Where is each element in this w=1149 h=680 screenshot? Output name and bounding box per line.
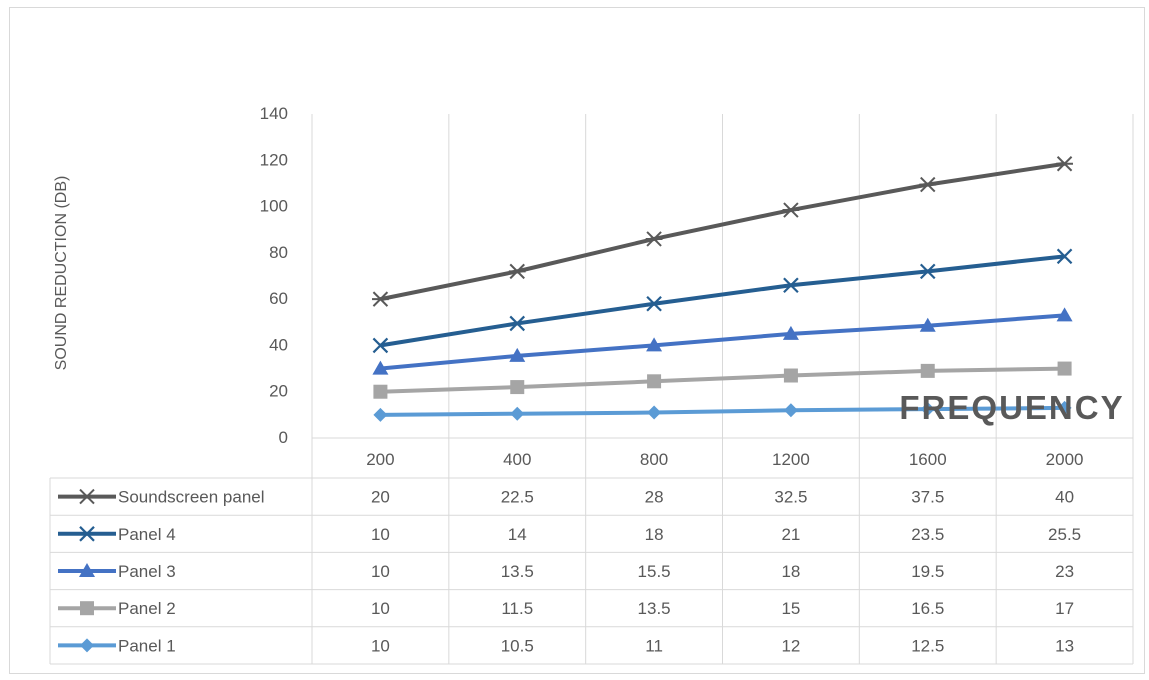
table-cell-value: 18 (645, 525, 664, 544)
data-point (372, 360, 389, 375)
data-point (646, 337, 663, 352)
data-point (373, 384, 388, 399)
table-cell-value: 28 (645, 488, 664, 507)
series-line (380, 405, 1065, 417)
table-cell-value: 12 (781, 636, 800, 655)
data-point (646, 295, 662, 312)
data-point (645, 231, 663, 247)
table-cell-value: 37.5 (911, 488, 944, 507)
legend-series-name: Panel 1 (118, 636, 176, 655)
data-point (920, 363, 935, 378)
table-cell-value: 22.5 (501, 488, 534, 507)
data-point (1057, 361, 1072, 376)
table-cell-value: 15 (781, 599, 800, 618)
x-axis-title: FREQUENCY (899, 389, 1124, 426)
table-cell-value: 17 (1055, 599, 1074, 618)
table-cell-value: 10 (371, 636, 390, 655)
table-cell-value: 11 (645, 636, 663, 655)
data-point (1056, 307, 1073, 322)
x-tick-label: 1600 (909, 450, 947, 469)
grid (311, 114, 1134, 664)
data-point (1057, 400, 1072, 415)
legend-key-marker (80, 638, 94, 653)
x-tick-label: 800 (640, 450, 668, 469)
y-tick-label: 120 (260, 150, 288, 169)
legend-key-marker (79, 563, 95, 577)
chart-border (9, 7, 1145, 674)
table-cell-value: 21 (781, 525, 800, 544)
data-point (372, 291, 389, 307)
data-point (372, 337, 389, 354)
table-cell-value: 25.5 (1048, 525, 1081, 544)
table-cell-value: 14 (508, 525, 527, 544)
y-tick-label: 100 (260, 197, 288, 216)
table-cell-value: 18 (781, 562, 800, 581)
data-point (919, 317, 936, 332)
data-point (919, 176, 937, 193)
data-point (783, 368, 798, 383)
table-cell-value: 11.5 (501, 599, 533, 618)
y-tick-label: 20 (269, 382, 288, 401)
y-tick-label: 40 (269, 335, 288, 354)
table-cell-value: 10.5 (501, 636, 534, 655)
table-cell-value: 10 (371, 599, 390, 618)
data-point (783, 403, 798, 418)
data-point (647, 405, 662, 420)
table-cell-value: 12.5 (911, 636, 944, 655)
series-line (380, 313, 1065, 371)
data-point (782, 325, 799, 340)
table-cell-value: 23 (1055, 562, 1074, 581)
table-cell-value: 10 (371, 562, 390, 581)
data-point (783, 277, 799, 294)
data-point (508, 263, 526, 280)
data-point (510, 380, 525, 395)
y-axis-title: SOUND REDUCTION (DB) (53, 176, 70, 371)
legend-key-marker (80, 601, 94, 616)
data-point (782, 202, 800, 218)
y-tick-label: 140 (260, 104, 288, 123)
table-cell-value: 20 (371, 488, 390, 507)
y-axis-ticks: 0 20 40 60 80 100 120 140 (260, 104, 288, 447)
data-point (373, 407, 388, 422)
y-tick-label: 60 (269, 289, 288, 308)
legend-series-name: Panel 3 (118, 562, 176, 581)
x-tick-label: 1200 (772, 450, 810, 469)
table-cell-value: 16.5 (911, 599, 944, 618)
data-table: 200 400 800 1200 1600 2000 Soundscreen panel 20… (49, 450, 1133, 665)
data-point (509, 347, 526, 362)
x-tick-label: 400 (503, 450, 531, 469)
x-tick-label: 200 (366, 450, 394, 469)
data-point (919, 263, 936, 280)
legend-key-marker (78, 488, 96, 505)
table-cell-value: 13.5 (638, 599, 671, 618)
table-cell-value: 19.5 (911, 562, 944, 581)
data-point (1056, 248, 1073, 265)
table-cell-value: 13.5 (501, 562, 534, 581)
legend-series-name: Soundscreen panel (118, 488, 265, 507)
table-cell-value: 15.5 (638, 562, 671, 581)
y-tick-label: 0 (279, 428, 288, 447)
legend-series-name: Panel 4 (118, 525, 176, 544)
legend-series-name: Panel 2 (118, 599, 176, 618)
series-layer (372, 156, 1073, 422)
legend-key-marker (79, 526, 95, 542)
table-cell-value: 40 (1055, 488, 1074, 507)
series-line (380, 161, 1065, 302)
data-point (647, 374, 662, 389)
x-tick-label: 2000 (1046, 450, 1084, 469)
table-cell-value: 32.5 (774, 488, 807, 507)
series-line (380, 366, 1065, 394)
data-point (1056, 156, 1073, 172)
data-point (920, 402, 935, 417)
data-point (510, 406, 525, 421)
table-cell-value: 10 (371, 525, 390, 544)
y-tick-label: 80 (269, 243, 288, 262)
series-line (380, 254, 1065, 348)
table-cell-value: 23.5 (911, 525, 944, 544)
data-point (509, 315, 526, 332)
table-cell-value: 13 (1055, 636, 1074, 655)
